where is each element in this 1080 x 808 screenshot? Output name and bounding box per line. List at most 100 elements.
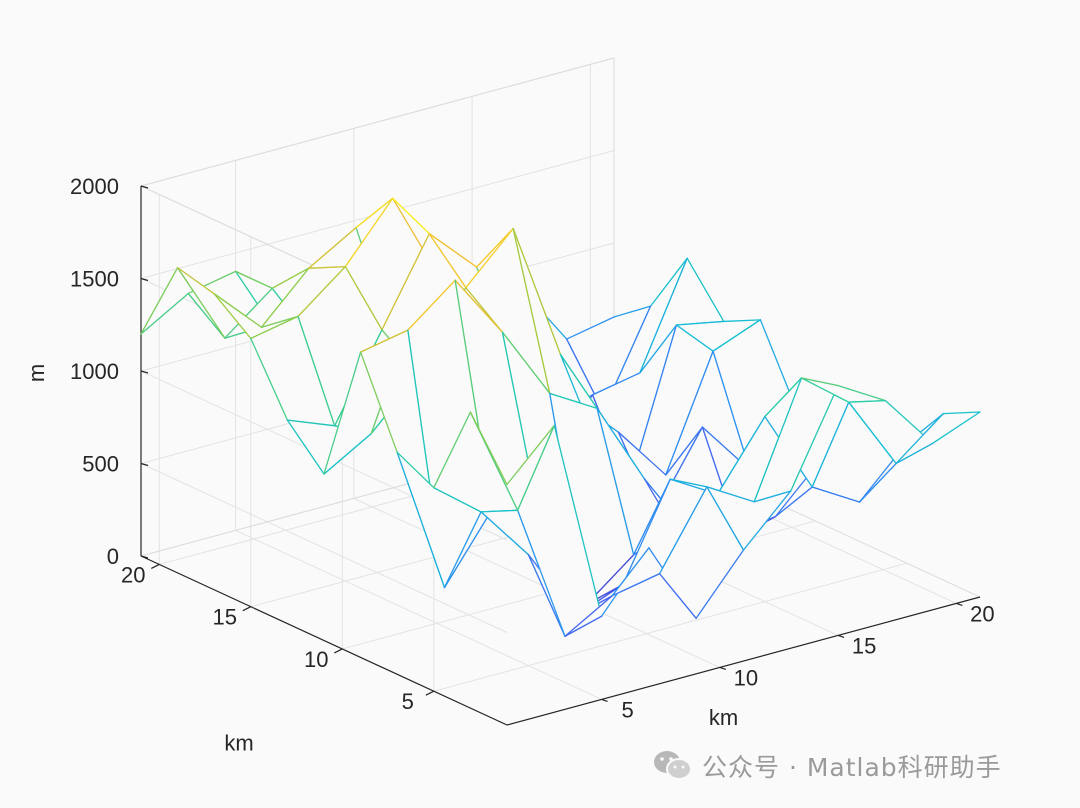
mesh-face	[397, 452, 482, 588]
mesh-edge	[723, 319, 762, 323]
mesh-edge	[811, 486, 861, 503]
mesh-edge	[250, 315, 299, 340]
z-tick-label: 500	[82, 452, 119, 477]
mesh-face	[896, 412, 980, 464]
mesh-edge	[480, 509, 519, 513]
axis-layer	[140, 185, 981, 726]
mesh-edge	[469, 411, 508, 486]
mesh-edge	[140, 292, 189, 335]
mesh-edge	[234, 270, 273, 289]
mesh-edge	[176, 266, 215, 295]
y-tick-label: 20	[121, 562, 145, 587]
mesh-edge	[323, 351, 362, 475]
mesh-edge	[675, 324, 714, 352]
mesh-face	[549, 393, 634, 605]
mesh-edge	[286, 419, 325, 475]
mesh-edge	[706, 486, 755, 503]
mesh-edge	[433, 411, 472, 489]
mesh-edge	[308, 226, 357, 269]
mesh-face	[345, 198, 430, 330]
mesh-edge	[611, 573, 661, 597]
mesh-edge	[712, 350, 751, 471]
mesh-edge	[665, 426, 704, 476]
mesh-edge	[176, 266, 226, 339]
z-axis-label: m	[24, 364, 49, 382]
z-tick	[140, 277, 149, 282]
z-tick	[140, 462, 149, 467]
z-tick-label: 2000	[70, 174, 119, 199]
mesh-edge	[695, 549, 745, 619]
mesh-edge	[706, 486, 745, 551]
mesh-face	[250, 316, 335, 426]
mesh-face	[659, 486, 744, 619]
z-tick-label: 1500	[70, 267, 119, 292]
mesh-edge	[213, 293, 263, 328]
watermark-text: 公众号 · Matlab科研助手	[702, 753, 1002, 782]
mesh-edge	[224, 287, 273, 339]
mesh-face	[513, 228, 598, 409]
mesh-edge	[895, 442, 934, 465]
mesh-edge	[686, 257, 725, 323]
mesh-edge	[649, 257, 688, 307]
y-tick	[242, 606, 252, 612]
mesh-face	[214, 293, 299, 339]
mesh-edge	[213, 293, 252, 340]
mesh-edge	[811, 401, 850, 488]
mesh-edge	[187, 292, 226, 339]
mesh-edge	[359, 329, 409, 353]
mesh-edge	[286, 419, 336, 427]
mesh-edge	[895, 412, 945, 465]
mesh-edge	[790, 384, 839, 492]
mesh-edge	[712, 319, 762, 352]
mesh-surface	[140, 197, 981, 637]
mesh-edge	[428, 233, 478, 268]
mesh-edge	[443, 511, 482, 589]
mesh-edge	[392, 197, 430, 235]
y-tick	[334, 648, 343, 654]
x-tick	[601, 698, 608, 702]
mesh-edge	[355, 197, 394, 229]
mesh-edge	[506, 424, 555, 486]
mesh-edge	[596, 407, 646, 480]
mesh-face	[517, 425, 602, 637]
z-tick-label: 0	[107, 544, 119, 569]
gridline	[353, 497, 721, 668]
mesh-edge	[559, 353, 598, 410]
mesh-face	[433, 412, 518, 512]
mesh-face	[612, 547, 697, 619]
mesh-edge	[260, 267, 310, 328]
y-tick	[425, 690, 435, 696]
mesh-edge	[658, 573, 697, 619]
x-tick	[956, 602, 963, 606]
mesh-edge	[613, 305, 652, 318]
mesh-edge	[140, 266, 179, 335]
mesh-edge	[716, 415, 766, 495]
mesh-edge	[848, 399, 887, 403]
mesh-edge	[443, 509, 493, 589]
mesh-edge	[800, 377, 839, 387]
mesh-face	[665, 351, 750, 475]
mesh-face	[676, 319, 761, 352]
mesh-edge	[858, 462, 897, 503]
mesh-edge	[774, 486, 813, 518]
x-tick	[719, 666, 727, 670]
mesh-edge	[501, 331, 551, 395]
mesh-edge	[622, 478, 671, 586]
z-tick-label: 1000	[70, 359, 119, 384]
mesh-edge	[549, 392, 598, 410]
mesh-edge	[564, 615, 603, 637]
mesh-edge	[250, 337, 289, 421]
z-tick	[140, 185, 149, 189]
mesh-edge	[308, 265, 347, 269]
mesh-edge	[260, 315, 299, 328]
mesh-face	[261, 266, 346, 328]
z-tick	[140, 555, 149, 559]
mesh-edge	[271, 267, 310, 289]
mesh-edge	[344, 265, 383, 331]
mesh-edge	[611, 547, 650, 597]
mesh-edge	[764, 377, 803, 418]
x-axis-line	[506, 596, 981, 726]
